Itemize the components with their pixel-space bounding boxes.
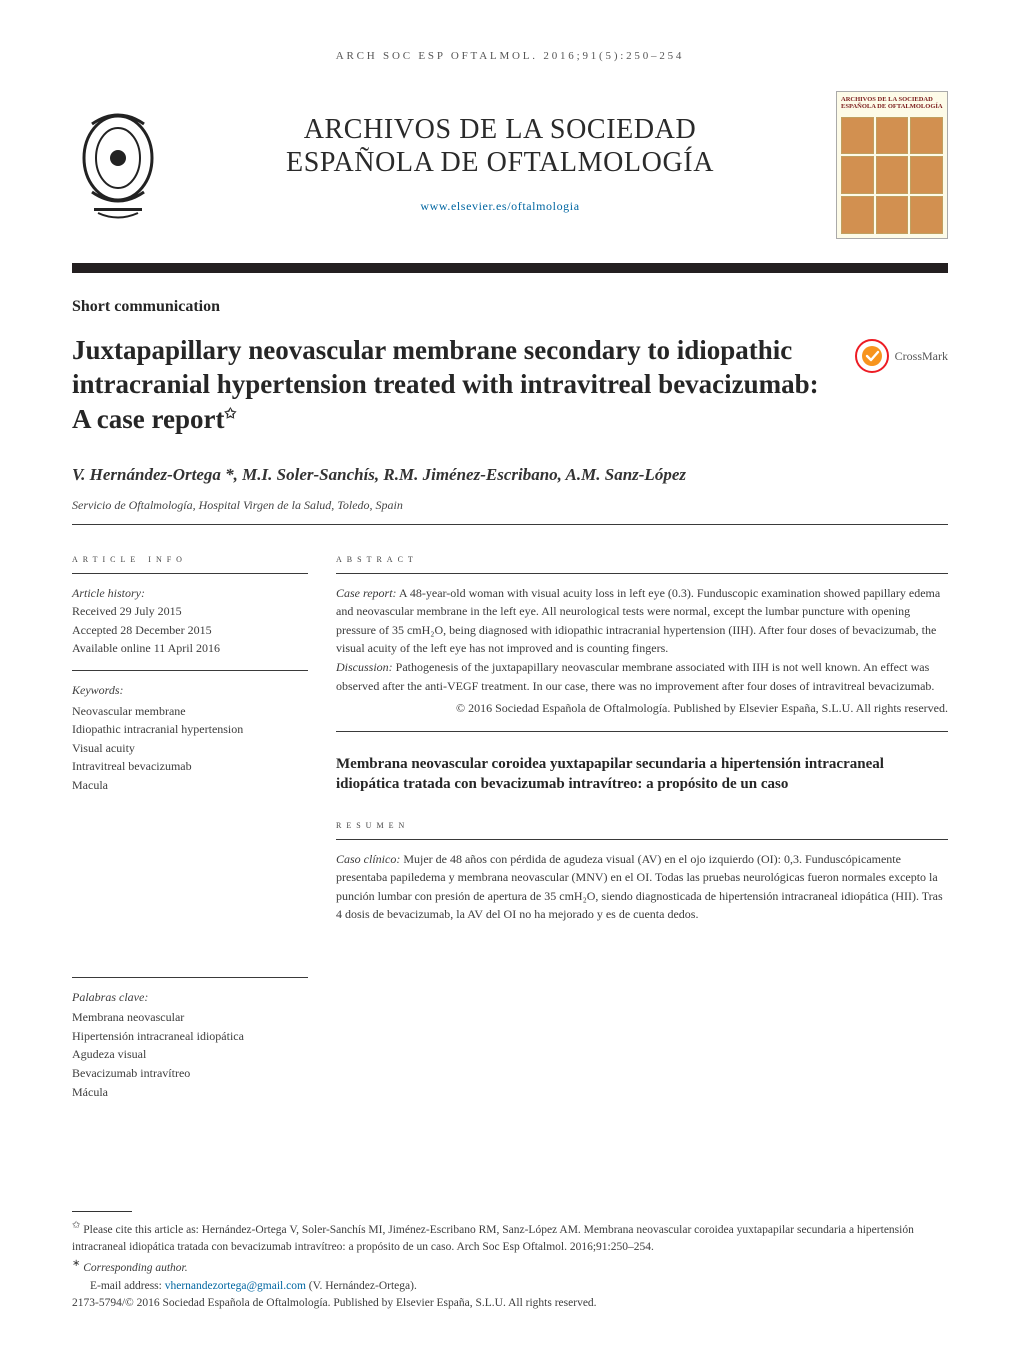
- masthead-rule: [72, 263, 948, 273]
- article-title: Juxtapapillary neovascular membrane seco…: [72, 333, 831, 437]
- running-head: ARCH SOC ESP OFTALMOL. 2016;91(5):250–25…: [72, 48, 948, 65]
- article-history: Article history: Received 29 July 2015 A…: [72, 584, 308, 658]
- history-online: Available online 11 April 2016: [72, 639, 308, 658]
- article-info-column: article info Article history: Received 2…: [72, 529, 308, 1102]
- article-info-heading: article info: [72, 549, 308, 567]
- section-label: Short communication: [72, 295, 948, 319]
- keywords-label: Keywords:: [72, 681, 308, 700]
- footnotes: ✩ Please cite this article as: Hernández…: [72, 1211, 948, 1312]
- footnote-star-icon: ✩: [72, 1220, 80, 1231]
- title-footnote-marker: ✩: [224, 407, 236, 422]
- resumen-rule: [336, 839, 948, 840]
- info-rule-2: [72, 670, 308, 671]
- spanish-title: Membrana neovascular coroidea yuxtapapil…: [336, 754, 948, 795]
- info-rule-3: [72, 977, 308, 978]
- authors-line: V. Hernández-Ortega *, M.I. Soler-Sanchí…: [72, 462, 948, 488]
- rule-below-affiliation: [72, 524, 948, 525]
- palabras-block: Palabras clave: Membrana neovascularHipe…: [72, 988, 308, 1102]
- footnote-citation: ✩ Please cite this article as: Hernández…: [72, 1218, 948, 1256]
- footnote-email: E-mail address: vhernandezortega@gmail.c…: [72, 1278, 948, 1295]
- caso-text: Mujer de 48 años con pérdida de agudeza …: [336, 852, 943, 922]
- journal-title-line1: ARCHIVOS DE LA SOCIEDAD: [176, 113, 824, 146]
- email-label: E-mail address:: [90, 1280, 165, 1292]
- journal-title-block: ARCHIVOS DE LA SOCIEDAD ESPAÑOLA DE OFTA…: [164, 113, 836, 216]
- footnote-citation-text: Please cite this article as: Hernández-O…: [72, 1224, 914, 1253]
- info-rule-1: [72, 573, 308, 574]
- footnote-issn: 2173-5794/© 2016 Sociedad Española de Of…: [72, 1295, 948, 1312]
- article-title-text: Juxtapapillary neovascular membrane seco…: [72, 335, 819, 434]
- crossmark-badge[interactable]: CrossMark: [855, 339, 948, 373]
- footnote-corresponding: ∗ Corresponding author.: [72, 1256, 948, 1277]
- affiliation: Servicio de Oftalmología, Hospital Virge…: [72, 496, 948, 514]
- keywords-block: Keywords: Neovascular membraneIdiopathic…: [72, 681, 308, 795]
- abstract-rule-top: [336, 573, 948, 574]
- abstract-heading: abstract: [336, 549, 948, 567]
- abstract-column: abstract Case report: A 48-year-old woma…: [336, 529, 948, 1102]
- footnote-asterisk-icon: ∗: [72, 1258, 80, 1269]
- history-received: Received 29 July 2015: [72, 602, 308, 621]
- copyright-en: © 2016 Sociedad Española de Oftalmología…: [336, 699, 948, 717]
- case-report-text: A 48-year-old woman with visual acuity l…: [336, 586, 940, 656]
- society-logo: [72, 110, 164, 220]
- abstract-body-en: Case report: A 48-year-old woman with vi…: [336, 584, 948, 718]
- email-link[interactable]: vhernandezortega@gmail.com: [165, 1280, 306, 1292]
- corresponding-author-label: Corresponding author.: [83, 1262, 187, 1274]
- spanish-block: Membrana neovascular coroidea yuxtapapil…: [336, 754, 948, 924]
- abstract-rule-bottom: [336, 731, 948, 732]
- keywords-list: Neovascular membraneIdiopathic intracran…: [72, 702, 308, 795]
- journal-title-line2: ESPAÑOLA DE OFTALMOLOGÍA: [176, 146, 824, 179]
- journal-url-link[interactable]: www.elsevier.es/oftalmologia: [420, 197, 579, 215]
- masthead: ARCHIVOS DE LA SOCIEDAD ESPAÑOLA DE OFTA…: [72, 83, 948, 253]
- history-accepted: Accepted 28 December 2015: [72, 621, 308, 640]
- case-report-label: Case report:: [336, 586, 397, 600]
- journal-cover-thumbnail: ARCHIVOS DE LA SOCIEDAD ESPAÑOLA DE OFTA…: [836, 91, 948, 239]
- abstract-body-es: Caso clínico: Mujer de 48 años con pérdi…: [336, 850, 948, 924]
- email-author-paren: (V. Hernández-Ortega).: [306, 1280, 417, 1292]
- palabras-list: Membrana neovascularHipertensión intracr…: [72, 1008, 308, 1101]
- crossmark-icon: [855, 339, 889, 373]
- discussion-label: Discussion:: [336, 660, 393, 674]
- caso-label: Caso clínico:: [336, 852, 400, 866]
- footnote-rule: [72, 1211, 132, 1212]
- history-label: Article history:: [72, 584, 308, 603]
- discussion-text: Pathogenesis of the juxtapapillary neova…: [336, 660, 934, 693]
- resumen-heading: resumen: [336, 815, 948, 833]
- palabras-label: Palabras clave:: [72, 988, 308, 1007]
- crossmark-label: CrossMark: [895, 347, 948, 365]
- cover-thumb-title: ARCHIVOS DE LA SOCIEDAD ESPAÑOLA DE OFTA…: [841, 96, 943, 110]
